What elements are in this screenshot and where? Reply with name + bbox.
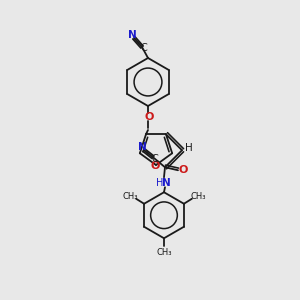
Text: H: H bbox=[185, 143, 193, 153]
Text: C: C bbox=[140, 43, 147, 53]
Text: N: N bbox=[128, 29, 136, 40]
Text: C: C bbox=[151, 154, 158, 164]
Text: O: O bbox=[150, 161, 160, 171]
Text: CH₃: CH₃ bbox=[122, 192, 138, 201]
Text: CH₃: CH₃ bbox=[190, 192, 206, 201]
Text: CH₃: CH₃ bbox=[156, 248, 172, 257]
Text: O: O bbox=[178, 165, 188, 175]
Text: N: N bbox=[162, 178, 170, 188]
Text: O: O bbox=[144, 112, 154, 122]
Text: H: H bbox=[156, 178, 164, 188]
Text: N: N bbox=[138, 142, 146, 152]
